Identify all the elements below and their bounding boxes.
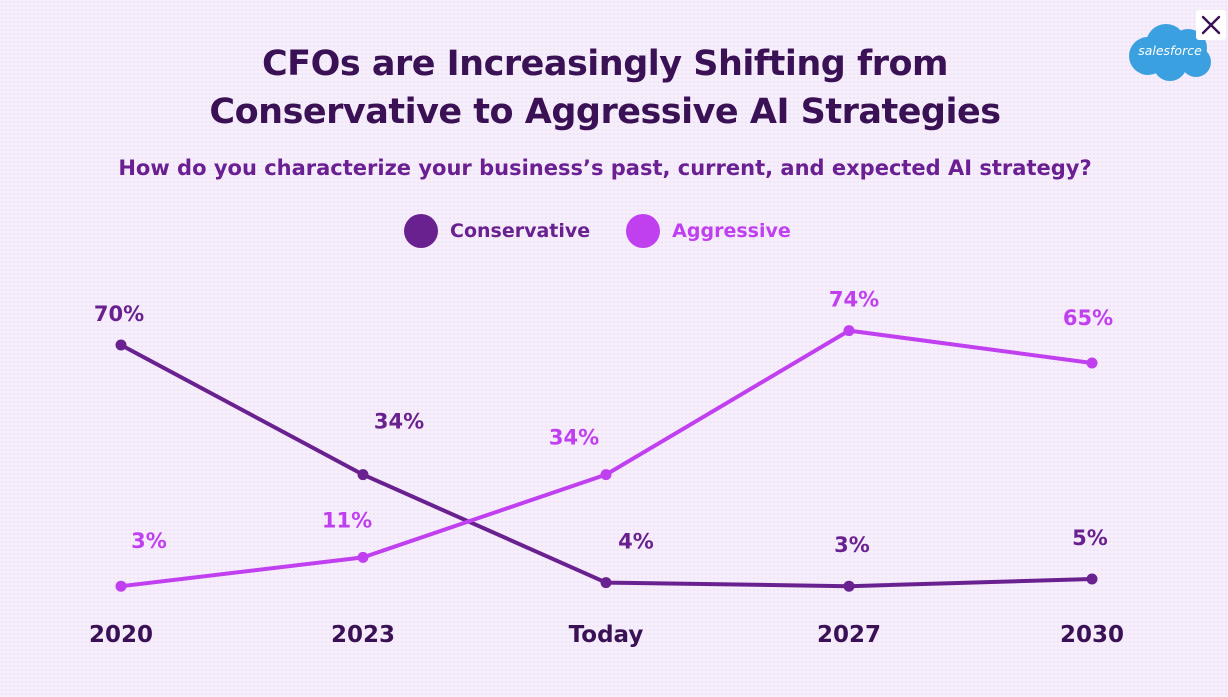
series-line-conservative <box>119 343 1094 589</box>
data-label-conservative-2027: 3% <box>834 533 870 557</box>
data-point-aggressive-today <box>600 469 612 481</box>
data-label-aggressive-2020: 3% <box>131 529 167 553</box>
chart-title-line-2: Conservative to Aggressive AI Strategies <box>209 92 1001 132</box>
x-tick-label-2027: 2027 <box>817 622 881 648</box>
data-point-conservative-2020 <box>115 339 127 351</box>
x-tick-label-2020: 2020 <box>89 622 153 648</box>
data-label-aggressive-2030: 65% <box>1063 306 1113 330</box>
data-point-aggressive-2027 <box>843 325 855 337</box>
data-label-conservative-2030: 5% <box>1072 526 1108 550</box>
logo-text: salesforce <box>1138 43 1202 58</box>
salesforce-cloud-icon: salesforce <box>1129 24 1211 81</box>
data-point-aggressive-2030 <box>1086 357 1098 369</box>
legend-label-aggressive: Aggressive <box>672 220 791 242</box>
data-point-aggressive-2020 <box>115 580 127 592</box>
legend-item-aggressive: Aggressive <box>626 214 791 248</box>
legend-label-conservative: Conservative <box>450 220 591 242</box>
data-point-conservative-2023 <box>357 469 369 481</box>
legend-swatch-conservative <box>404 214 438 248</box>
close-button[interactable] <box>1196 10 1226 40</box>
chart-legend: Conservative Aggressive <box>404 214 827 248</box>
data-point-aggressive-2023 <box>357 551 369 563</box>
data-label-aggressive-2027: 74% <box>829 288 879 312</box>
data-point-conservative-2027 <box>843 580 855 592</box>
x-tick-label-2030: 2030 <box>1060 622 1124 648</box>
close-icon <box>1201 15 1221 35</box>
legend-item-conservative: Conservative <box>404 214 590 248</box>
series-line-aggressive <box>119 328 1094 589</box>
x-tick-label-today: Today <box>569 622 644 648</box>
data-label-aggressive-2023: 11% <box>322 508 372 532</box>
salesforce-logo: salesforce <box>1126 22 1212 82</box>
data-label-conservative-today: 4% <box>618 530 654 554</box>
data-point-conservative-2030 <box>1086 573 1098 585</box>
chart-title-line-1: CFOs are Increasingly Shifting from <box>261 44 949 84</box>
x-tick-label-2023: 2023 <box>331 622 395 648</box>
data-label-conservative-2020: 70% <box>94 302 144 326</box>
chart-subtitle: How do you characterize your business’s … <box>118 156 1092 180</box>
data-label-conservative-2023: 34% <box>374 410 424 434</box>
data-point-conservative-today <box>600 577 612 589</box>
legend-swatch-aggressive <box>626 214 661 248</box>
data-label-aggressive-today: 34% <box>549 426 599 450</box>
